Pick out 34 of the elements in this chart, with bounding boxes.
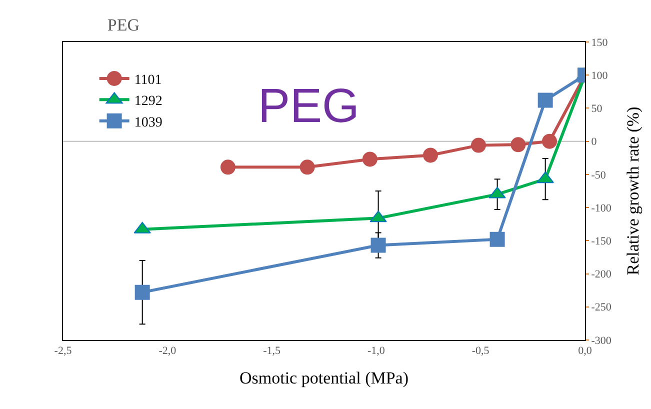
x-tick-label: 0,0: [578, 345, 592, 358]
y-axis-title: Relative growth rate (%): [623, 106, 642, 276]
point: [220, 160, 236, 175]
point: [542, 134, 557, 149]
y-tick-label: 50: [591, 103, 603, 116]
annotation: PEG: [258, 80, 360, 133]
point: [300, 160, 315, 175]
y-tick-label: 0: [591, 136, 598, 148]
point: [510, 137, 526, 152]
x-tick-label: -0,5: [472, 345, 490, 358]
x-tick-label: -2,0: [158, 345, 177, 358]
point: [538, 92, 553, 108]
y-tick-label: 150: [591, 36, 608, 49]
point: [134, 284, 150, 300]
point: [370, 238, 386, 253]
y-tick-label: -50: [591, 169, 606, 182]
point: [422, 148, 438, 163]
point: [471, 138, 486, 153]
y-tick-label: -300: [591, 334, 612, 347]
y-tick-label: -100: [591, 202, 612, 214]
point: [490, 232, 505, 247]
x-tick-label: -1,0: [367, 345, 386, 358]
y-tick-label: 100: [591, 70, 608, 82]
x-tick-label: -2,5: [54, 345, 72, 358]
y-tick-label: -200: [591, 268, 612, 281]
chart-title: PEG: [107, 15, 140, 34]
legend-label: 1292: [134, 94, 162, 110]
x-axis-title: Osmotic potential (MPa): [239, 368, 409, 388]
legend-label: 1039: [134, 115, 162, 130]
y-tick-label: -150: [591, 236, 612, 248]
legend-label: 1101: [134, 72, 162, 88]
point: [362, 152, 378, 167]
y-tick-label: -250: [591, 302, 612, 314]
x-tick-label: -1,5: [263, 345, 281, 358]
